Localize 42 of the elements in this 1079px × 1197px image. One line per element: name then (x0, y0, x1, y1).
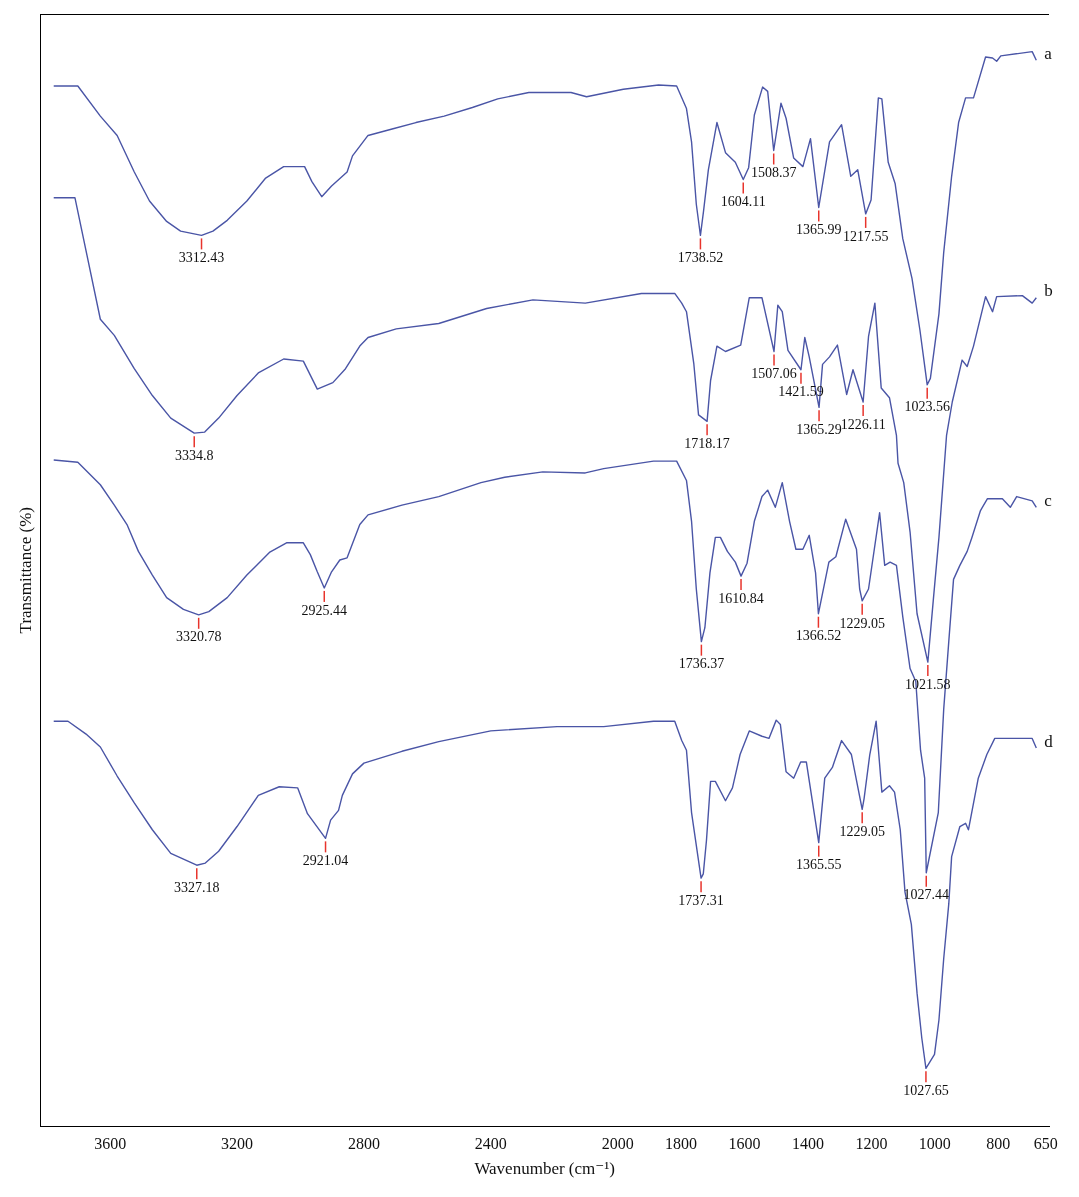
x-tick-label: 2800 (347, 1135, 380, 1153)
series-label: b (1044, 281, 1053, 301)
x-tick-label: 1400 (791, 1135, 824, 1153)
x-tick-label: 2400 (474, 1135, 507, 1153)
annotation: 2921.04 (302, 853, 349, 869)
annotation: 3334.8 (174, 447, 214, 463)
annotation: 3327.18 (174, 879, 220, 895)
y-axis-title: Transmittance (%) (15, 507, 35, 634)
annotation: 1738.52 (677, 250, 724, 266)
x-tick-label: 1200 (855, 1135, 888, 1153)
x-tick-label: 1000 (918, 1135, 951, 1153)
annotation: 1365.99 (795, 222, 842, 238)
annotation: 1229.05 (839, 824, 885, 840)
annotation: 1027.65 (903, 1083, 949, 1099)
annotation: 3312.43 (178, 250, 225, 266)
annotation: 1610.84 (718, 590, 764, 606)
annotation: 1737.31 (678, 892, 724, 908)
annotation: 3320.78 (175, 629, 222, 645)
annotation: 1604.11 (720, 194, 766, 210)
x-axis-title: Wavenumber (cm⁻¹) (474, 1159, 616, 1179)
annotation: 1365.55 (795, 857, 842, 873)
series-label: a (1044, 43, 1053, 63)
annotation: 1508.37 (750, 165, 797, 181)
annotation: 2925.44 (301, 602, 348, 618)
annotation: 1718.17 (684, 436, 730, 452)
annotation: 1226.11 (840, 416, 886, 432)
x-tick-label: 2000 (601, 1135, 634, 1153)
annotation: 1365.29 (796, 422, 842, 438)
series-label: d (1044, 731, 1054, 751)
annotation: 1366.52 (795, 628, 842, 644)
annotation: 1736.37 (678, 656, 725, 672)
x-tick-label: 650 (1033, 1135, 1058, 1153)
x-tick-label: 1600 (728, 1135, 761, 1153)
x-tick-label: 1800 (665, 1135, 698, 1153)
x-tick-label: 3600 (94, 1135, 127, 1153)
annotation: 1023.56 (904, 399, 950, 415)
x-tick-label: 3200 (221, 1135, 254, 1153)
annotation: 1507.06 (751, 366, 797, 382)
x-tick-label: 800 (986, 1135, 1011, 1153)
series-label: c (1044, 490, 1053, 510)
annotation: 1217.55 (842, 228, 889, 244)
annotation: 1229.05 (839, 615, 885, 631)
